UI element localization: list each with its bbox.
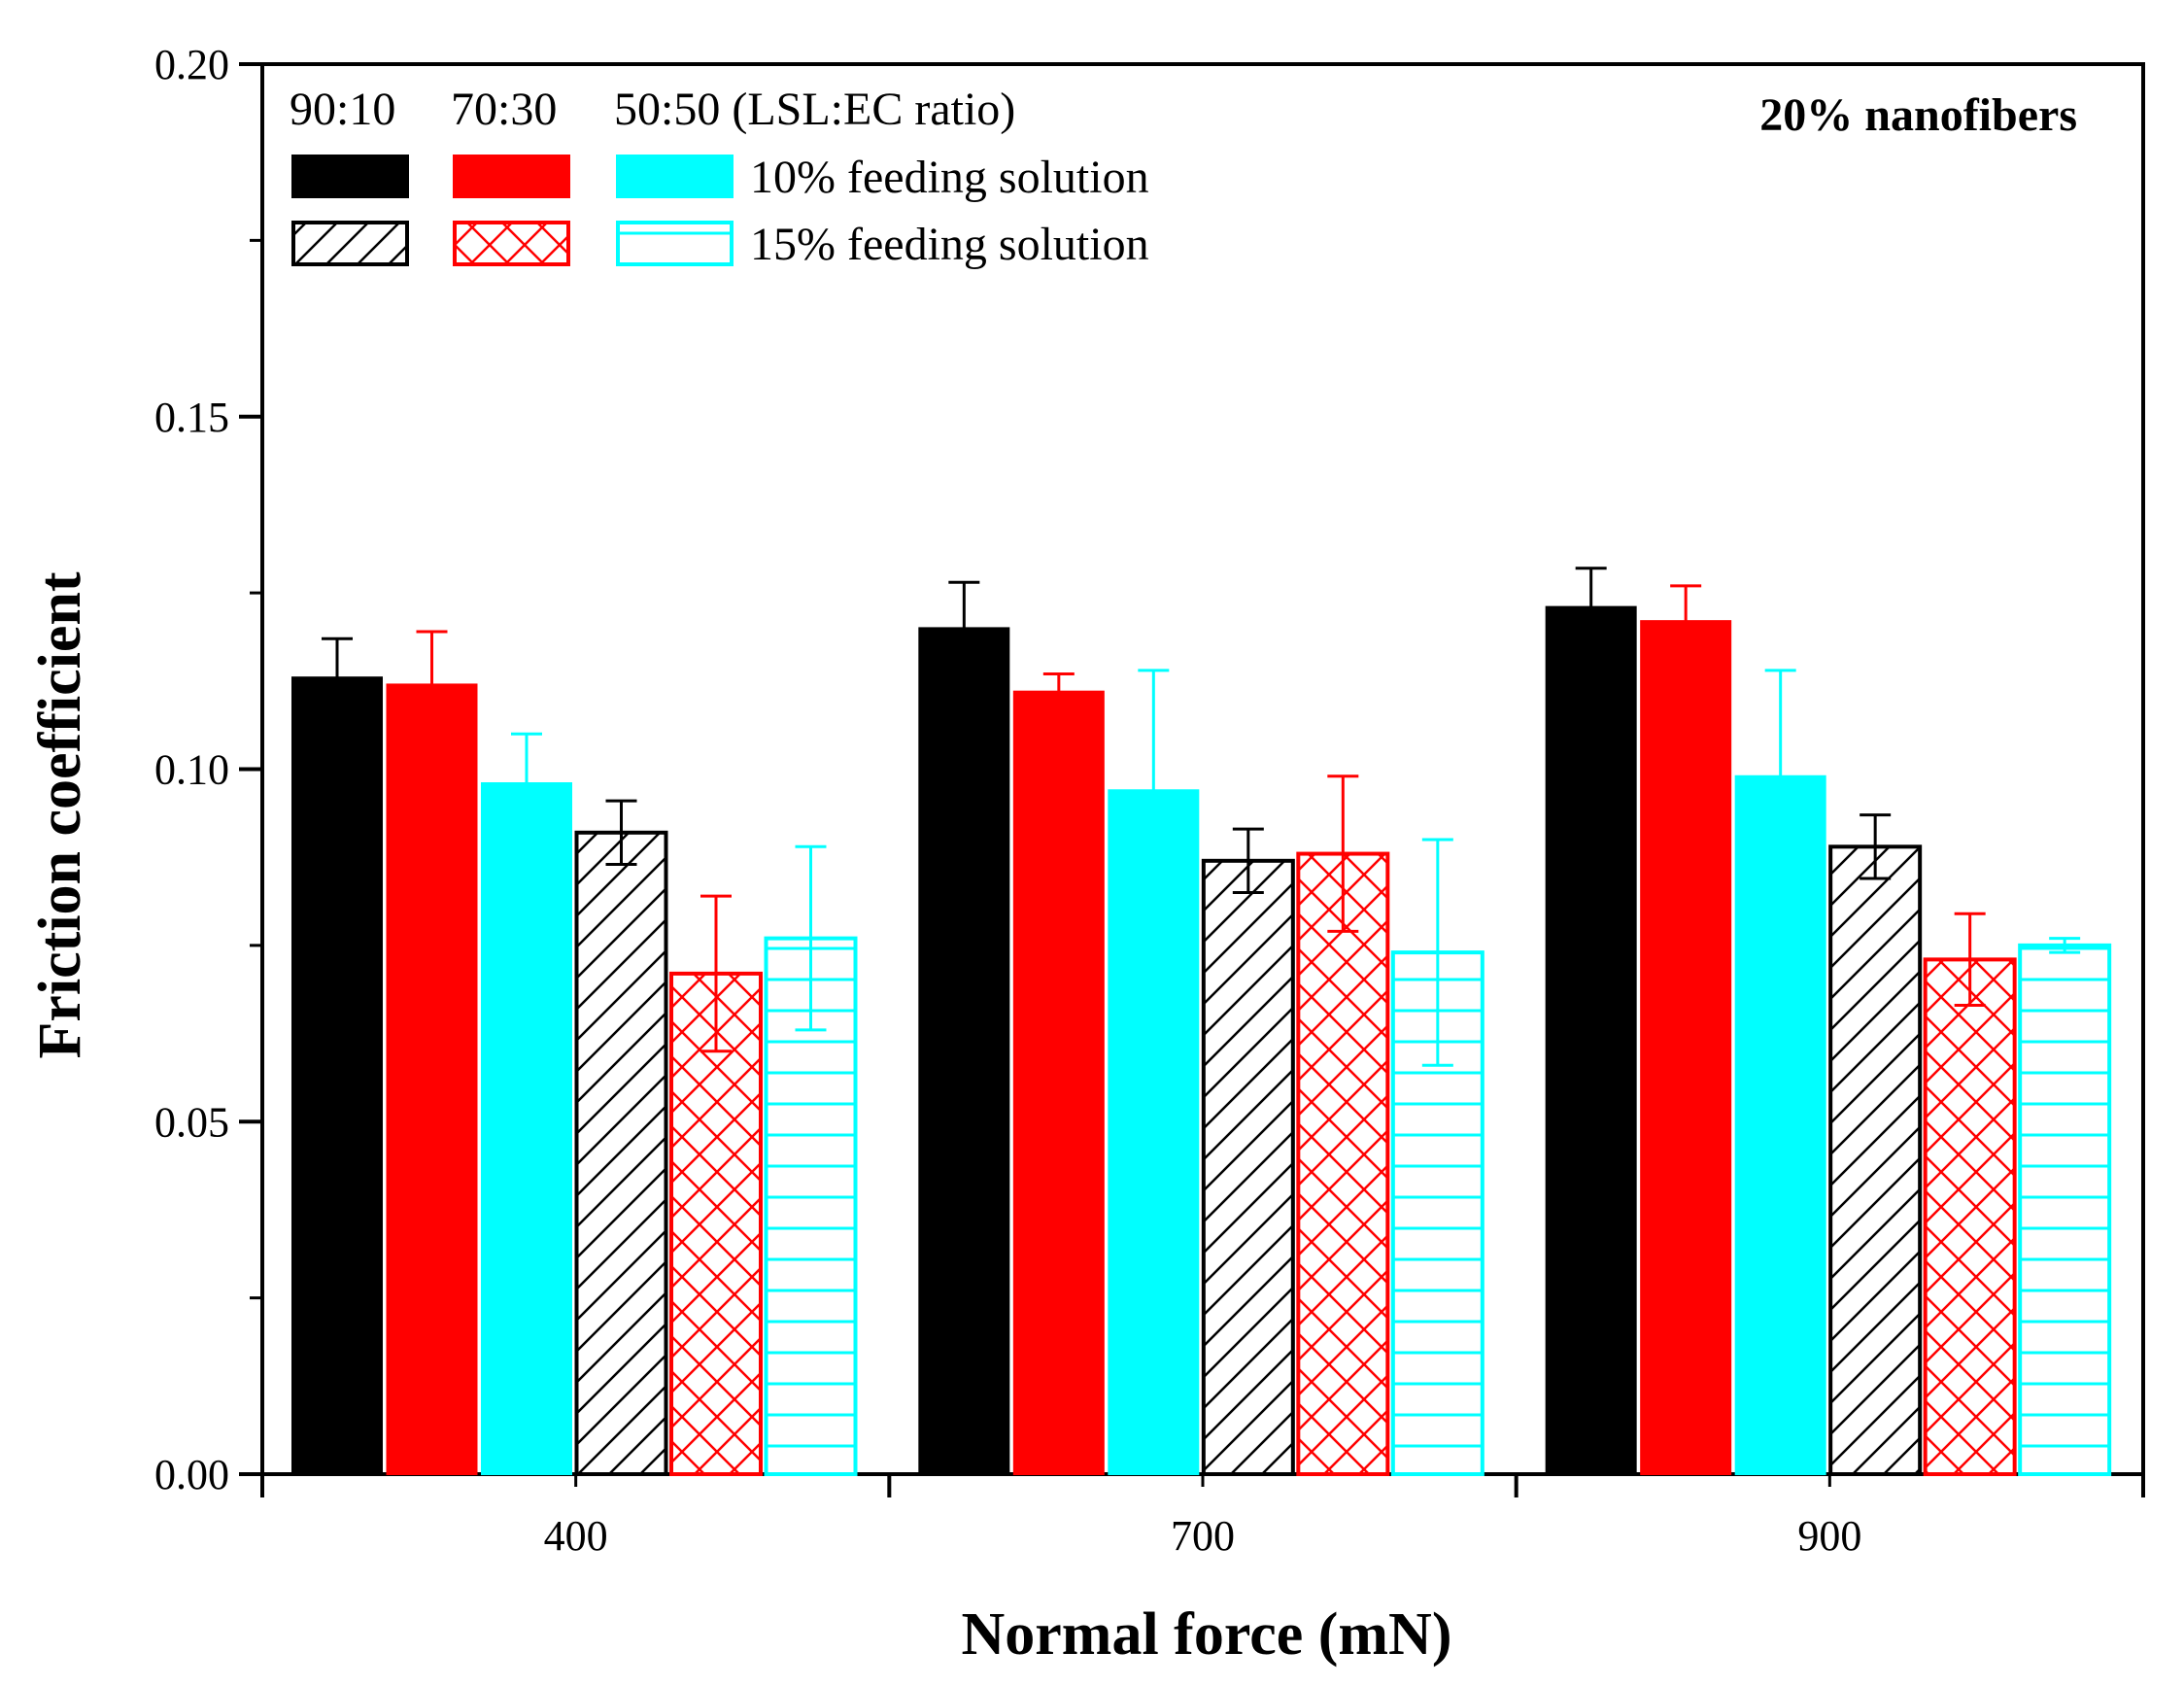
y-tick-label: 0.10 — [154, 746, 229, 794]
legend: 90:10 70:30 50:50 (LSL:EC ratio) 10% fee… — [290, 84, 1149, 270]
x-axis-title: Normal force (mN) — [962, 1601, 1452, 1668]
y-tick-label: 0.05 — [154, 1098, 229, 1146]
y-tick-label: 0.15 — [154, 394, 229, 441]
x-tick-label: 900 — [1797, 1512, 1861, 1560]
x-tick-label: 700 — [1171, 1512, 1235, 1560]
x-tick-label: 400 — [544, 1512, 608, 1560]
legend-swatch-50-50-10pct — [616, 155, 734, 198]
bar-400-series-5 — [669, 971, 763, 1476]
legend-ratio-70-30: 70:30 — [451, 84, 557, 135]
legend-swatch-70-30-10pct — [453, 155, 570, 198]
legend-ratio-90-10: 90:10 — [290, 84, 395, 135]
bar-700-series-1 — [918, 627, 1010, 1475]
annotation-20-nanofibers: 20% nanofibers — [1759, 89, 2077, 141]
bar-900-series-3 — [1734, 774, 1826, 1475]
legend-swatch-90-10-15pct — [291, 221, 409, 266]
y-axis-title: Friction coefficient — [27, 571, 93, 1058]
legend-label-10pct: 10% feeding solution — [750, 152, 1149, 203]
legend-swatch-50-50-15pct — [616, 221, 734, 266]
y-tick-label: 0.20 — [154, 41, 229, 88]
bar-400-series-4 — [574, 830, 668, 1476]
y-tick-label: 0.00 — [154, 1451, 229, 1498]
legend-swatch-90-10-10pct — [291, 155, 409, 198]
legend-swatch-70-30-15pct — [453, 221, 570, 266]
bar-400-series-2 — [386, 683, 478, 1475]
error-bar-group — [322, 567, 2081, 1067]
legend-label-15pct: 15% feeding solution — [750, 219, 1149, 270]
bar-700-series-4 — [1201, 858, 1295, 1476]
bar-series-group — [291, 605, 2112, 1476]
bar-400-series-3 — [481, 782, 572, 1475]
bar-700-series-5 — [1296, 851, 1390, 1476]
bar-900-series-5 — [1923, 957, 2017, 1476]
legend-ratio-50-50: 50:50 (LSL:EC ratio) — [614, 84, 1015, 135]
y-axis: 0.00 0.05 0.10 0.15 0.20 — [154, 41, 262, 1498]
bar-700-series-2 — [1012, 690, 1105, 1475]
bar-900-series-6 — [2018, 943, 2112, 1476]
bar-900-series-1 — [1545, 605, 1637, 1475]
bar-400-series-1 — [291, 676, 383, 1475]
bar-700-series-3 — [1108, 789, 1200, 1475]
bar-900-series-4 — [1828, 844, 1923, 1476]
bar-900-series-2 — [1640, 620, 1732, 1475]
x-axis: 400 700 900 — [260, 1474, 2145, 1560]
